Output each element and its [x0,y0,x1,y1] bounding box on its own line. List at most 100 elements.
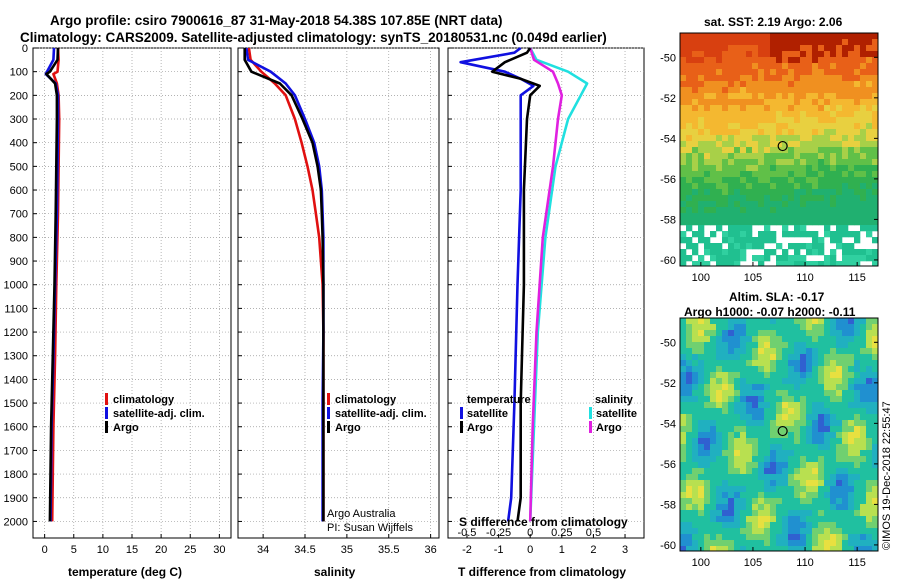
difference-grid [448,47,644,538]
heatmap-cell [842,99,849,106]
heatmap-cell [824,183,831,190]
heatmap-cell [710,348,717,355]
heatmap-cell [830,462,837,469]
heatmap-cell [770,81,777,88]
heatmap-cell [782,546,789,551]
heatmap-cell [866,462,873,469]
heatmap-cell [692,474,699,481]
heatmap-cell [842,75,849,82]
heatmap-cell [872,87,878,94]
heatmap-cell [848,546,855,551]
heatmap-cell [680,360,687,367]
heatmap-cell [842,510,849,517]
heatmap-cell [776,318,783,325]
heatmap-cell [686,486,693,493]
heatmap-cell [752,57,759,64]
heatmap-cell [680,237,687,244]
heatmap-cell [794,510,801,517]
heatmap-cell [722,261,729,266]
heatmap-cell [698,498,705,505]
heatmap-cell [830,384,837,391]
heatmap-cell [710,492,717,499]
heatmap-cell [746,201,753,208]
heatmap-cell [722,534,729,541]
heatmap-cell [812,510,819,517]
heatmap-cell [794,165,801,172]
heatmap-cell [782,183,789,190]
heatmap-cell [788,39,795,46]
heatmap-cell [752,492,759,499]
heatmap-cell [788,414,795,421]
heatmap-cell [830,69,837,76]
heatmap-cell [794,75,801,82]
heatmap-cell [710,189,717,196]
heatmap-cell [722,99,729,106]
heatmap-cell [854,165,861,172]
heatmap-cell [704,213,711,220]
heatmap-cell [680,438,687,445]
heatmap-cell [764,237,771,244]
heatmap-cell [686,51,693,58]
heatmap-cell [782,414,789,421]
heatmap-cell [698,522,705,529]
heatmap-cell [752,111,759,118]
heatmap-cell [854,510,861,517]
heatmap-cell [752,366,759,373]
heatmap-cell [692,171,699,178]
heatmap-cell [698,69,705,76]
heatmap-cell [686,432,693,439]
heatmap-cell [734,330,741,337]
heatmap-cell [854,171,861,178]
heatmap-cell [740,432,747,439]
heatmap-cell [800,243,807,250]
heatmap-cell [740,123,747,130]
heatmap-cell [806,378,813,385]
heatmap-cell [860,384,867,391]
heatmap-cell [806,474,813,481]
heatmap-cell [806,318,813,325]
heatmap-cell [692,243,699,250]
heatmap-cell [830,360,837,367]
heatmap-cell [788,51,795,58]
heatmap-cell [734,324,741,331]
heatmap-cell [800,207,807,214]
heatmap-cell [734,33,741,40]
heatmap-cell [734,474,741,481]
heatmap-cell [800,396,807,403]
heatmap-cell [788,183,795,190]
map-lat-label: -56 [660,174,676,186]
heatmap-cell [872,81,878,88]
heatmap-cell [716,177,723,184]
heatmap-cell [728,57,735,64]
heatmap-cell [824,207,831,214]
heatmap-cell [776,51,783,58]
heatmap-cell [848,498,855,505]
heatmap-cell [854,33,861,40]
heatmap-cell [710,183,717,190]
heatmap-cell [800,57,807,64]
heatmap-cell [758,159,765,166]
heatmap-cell [854,75,861,82]
heatmap-cell [842,177,849,184]
heatmap-cell [818,63,825,70]
heatmap-cell [752,360,759,367]
heatmap-cell [722,33,729,40]
heatmap-cell [872,408,878,415]
heatmap-cell [830,348,837,355]
heatmap-cell [710,462,717,469]
heatmap-cell [872,33,878,40]
sla-heatmap [680,318,878,551]
heatmap-cell [788,384,795,391]
heatmap-cell [680,540,687,547]
heatmap-cell [758,408,765,415]
heatmap-cell [836,153,843,160]
heatmap-cell [692,336,699,343]
heatmap-cell [758,342,765,349]
heatmap-cell [734,318,741,325]
heatmap-cell [746,498,753,505]
heatmap-cell [728,69,735,76]
heatmap-cell [692,201,699,208]
heatmap-cell [704,123,711,130]
heatmap-cell [716,396,723,403]
heatmap-cell [812,432,819,439]
